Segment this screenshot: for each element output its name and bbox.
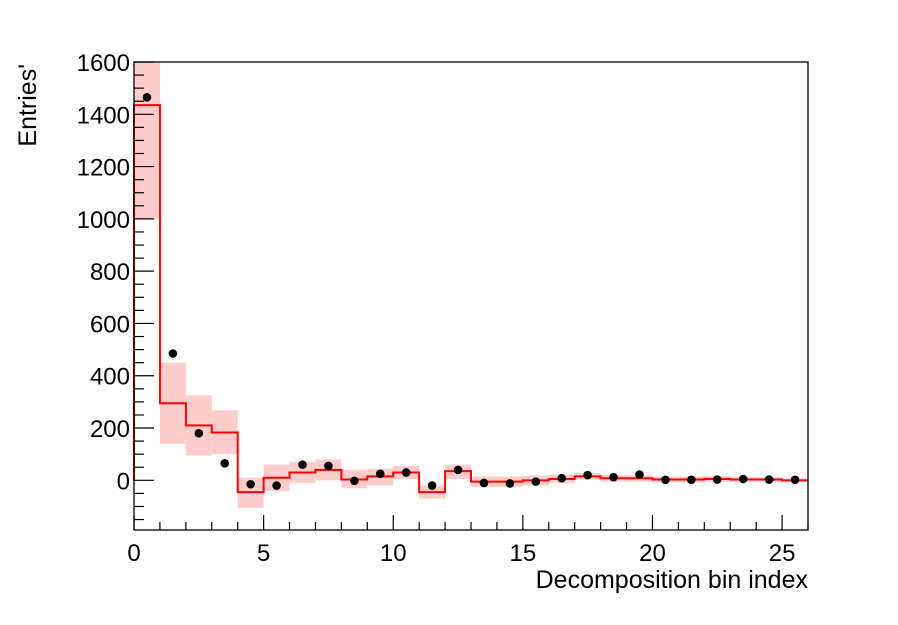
data-point [298, 460, 307, 469]
x-tick-label: 10 [380, 540, 407, 567]
data-point [220, 459, 230, 468]
x-tick-label: 0 [127, 540, 140, 567]
data-point [142, 92, 152, 102]
y-tick-label: 800 [90, 259, 130, 286]
y-tick-label: 1400 [77, 102, 130, 129]
x-tick-label: 15 [509, 540, 536, 567]
data-point [246, 479, 255, 489]
data-point [375, 469, 385, 479]
data-point [557, 473, 567, 483]
data-points [142, 92, 800, 490]
data-point [583, 470, 592, 480]
y-tick-label: 200 [90, 416, 130, 443]
data-point [635, 470, 644, 479]
axes: 0 5 10 15 20 25 0 200 400 600 800 1000 1200 1400 1600 [77, 50, 809, 567]
data-point [194, 428, 204, 438]
data-point [738, 474, 748, 484]
data-point [687, 475, 696, 485]
data-point [764, 475, 774, 484]
data-point [324, 461, 333, 471]
y-axis-title: Entries' [14, 64, 42, 147]
y-tick-label: 1600 [77, 50, 130, 77]
data-point [350, 476, 359, 486]
data-point [505, 479, 515, 488]
data-point [479, 478, 489, 488]
data-point [661, 475, 670, 485]
data-point [712, 475, 722, 484]
data-point [401, 468, 411, 477]
histogram-line [133, 104, 808, 494]
x-axis-title: Decomposition bin index [536, 566, 809, 594]
data-point [168, 349, 178, 358]
x-tick-label: 20 [639, 540, 666, 567]
histogram [133, 104, 808, 494]
x-tick-label: 25 [769, 540, 796, 567]
data-point [453, 465, 463, 475]
y-tick-label: 0 [117, 468, 130, 495]
data-point [609, 472, 618, 482]
data-point [790, 475, 800, 485]
data-point [531, 477, 541, 486]
y-tick-label: 600 [90, 311, 130, 338]
data-point [272, 481, 281, 490]
y-tick-label: 400 [90, 364, 130, 391]
y-tick-label: 1000 [77, 207, 130, 234]
x-tick-label: 5 [257, 540, 270, 567]
y-tick-label: 1200 [77, 155, 130, 182]
data-point [427, 481, 437, 490]
